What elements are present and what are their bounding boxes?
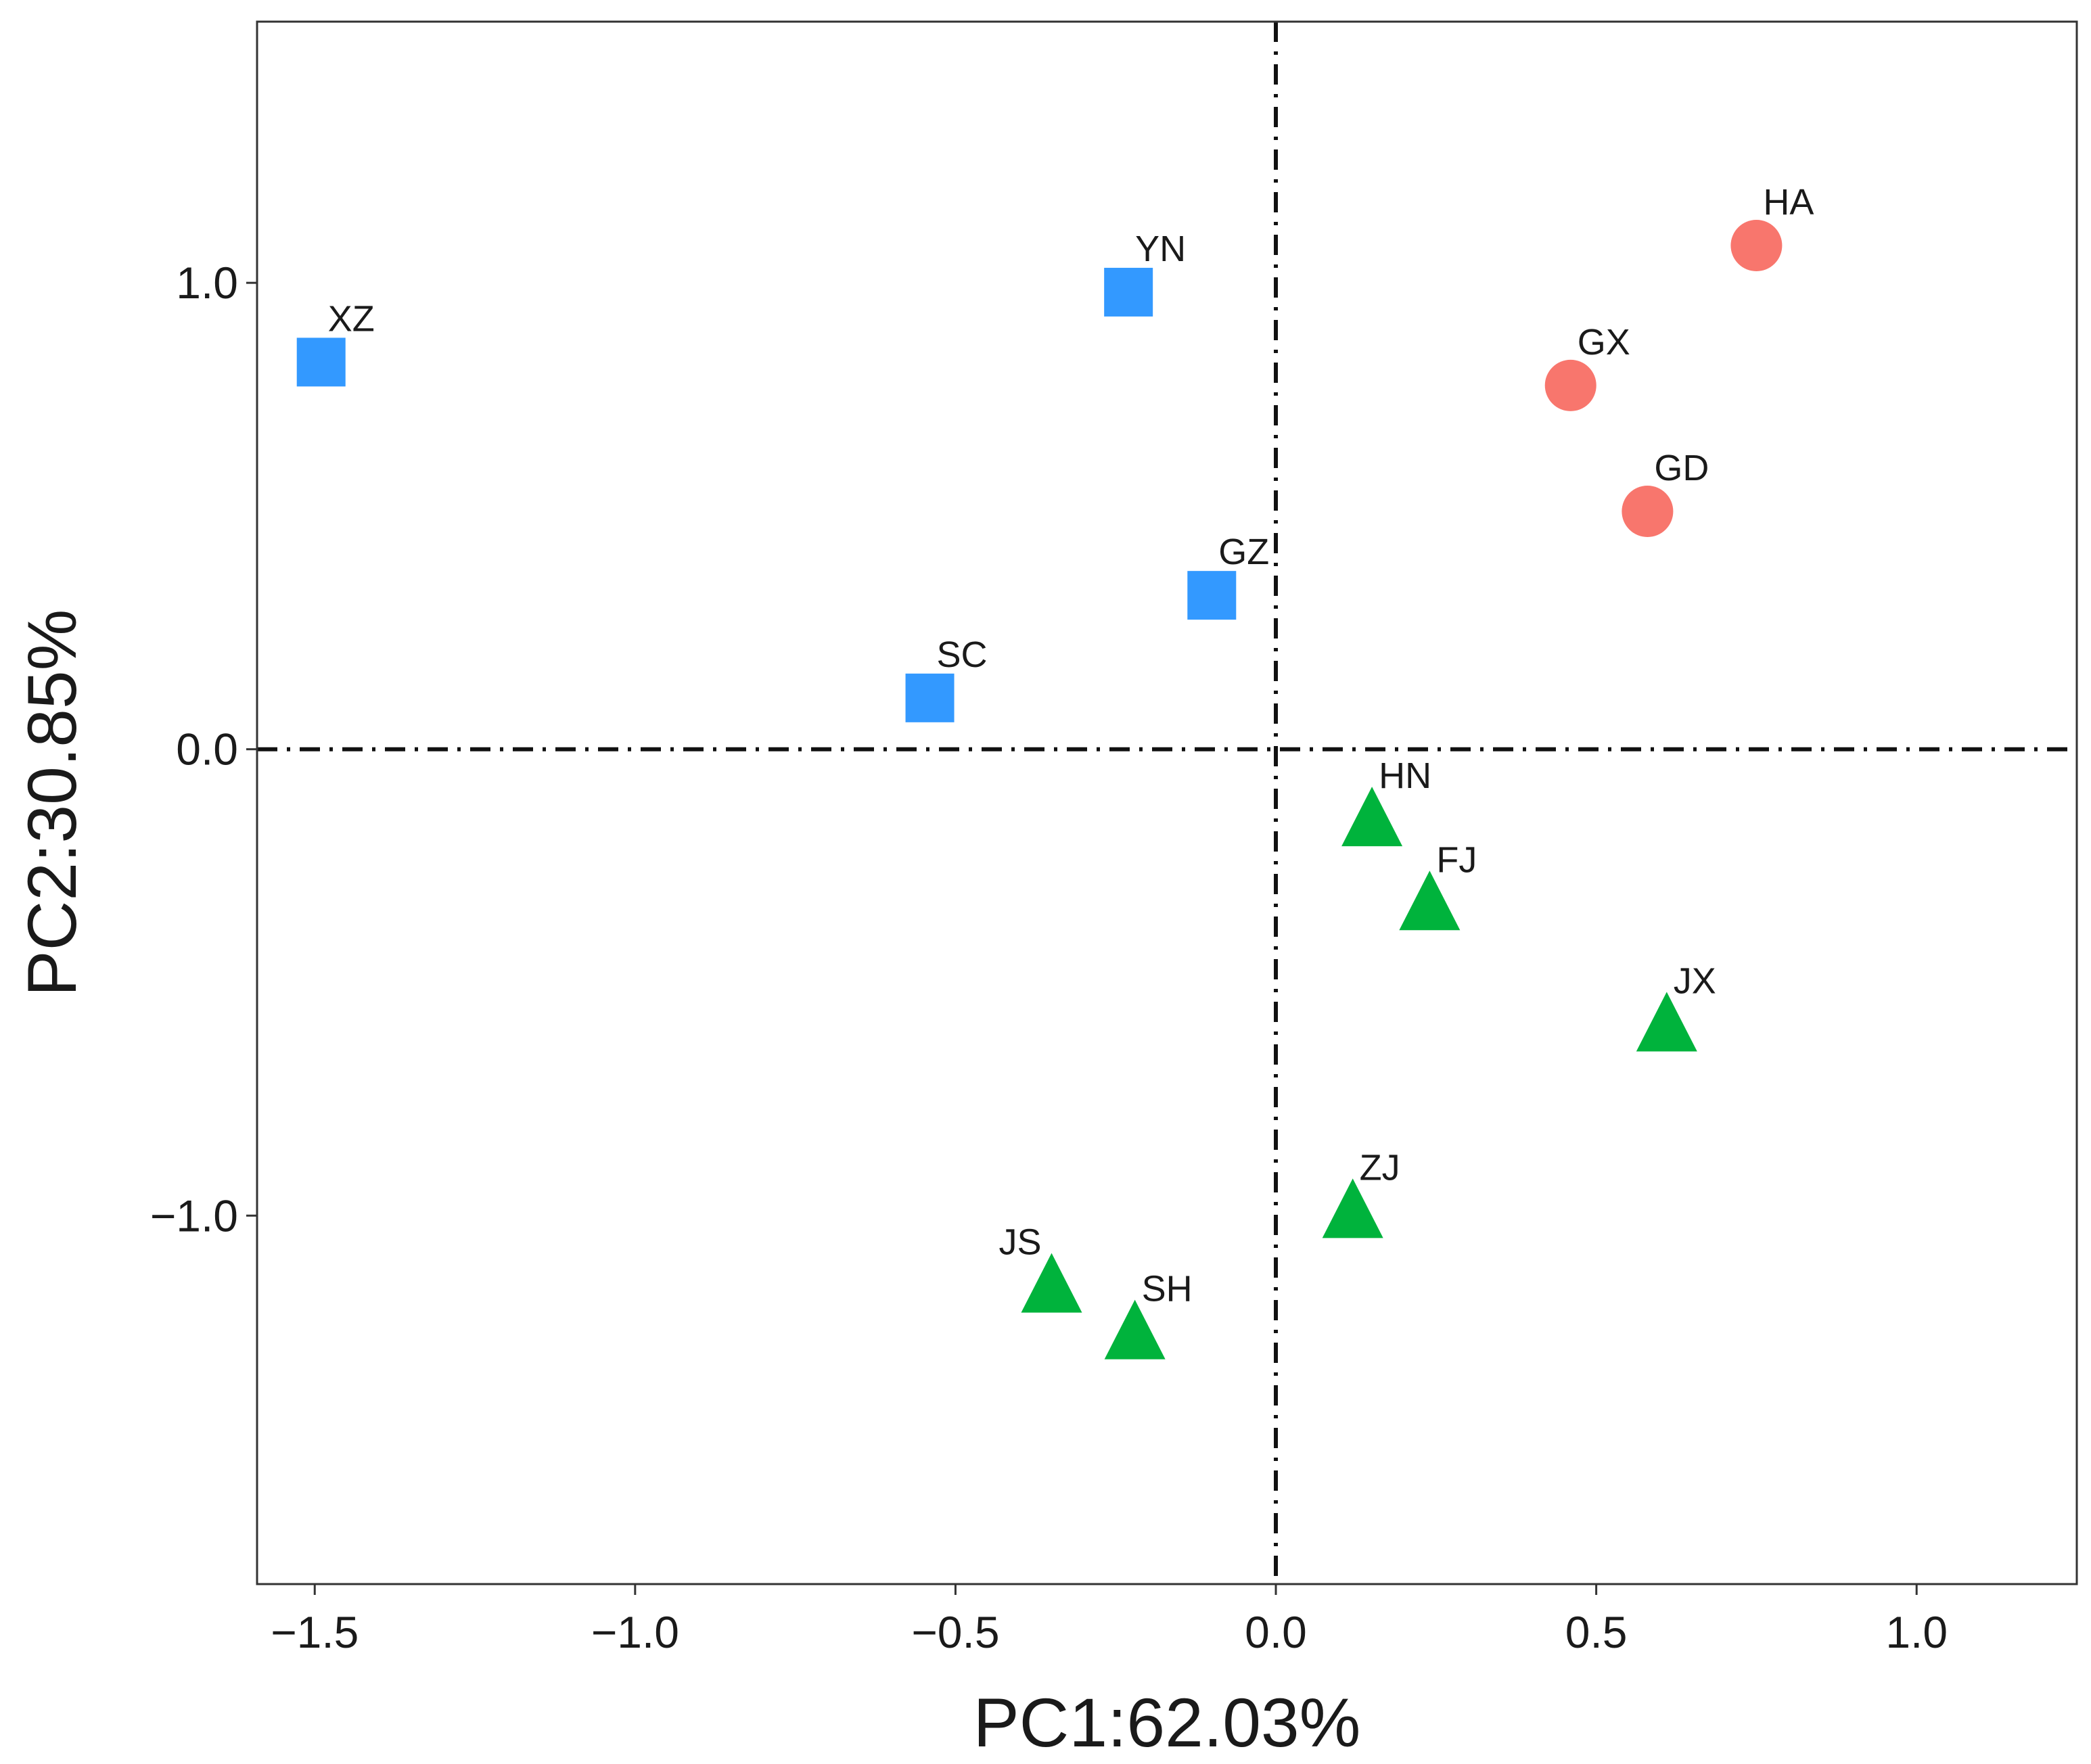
point-sc xyxy=(905,673,955,722)
point-label-gz: GZ xyxy=(1218,532,1269,572)
point-label-xz: XZ xyxy=(328,298,375,339)
x-tick-label: 0.5 xyxy=(1565,1607,1628,1657)
point-sh xyxy=(1104,1299,1166,1360)
point-yn xyxy=(1104,267,1153,317)
y-axis-title: PC2:30.85% xyxy=(14,609,91,997)
point-xz xyxy=(296,338,346,387)
point-labels: HA GX GD XZ YN GZ SC HN FJ JX ZJ JS SH xyxy=(328,182,1814,1309)
point-fj xyxy=(1399,871,1461,931)
point-label-sc: SC xyxy=(937,634,988,675)
plot-panel-border xyxy=(256,20,2078,1585)
point-zj xyxy=(1322,1178,1383,1238)
reference-lines xyxy=(257,22,2077,1584)
point-hn xyxy=(1341,787,1403,847)
y-tick-label: 0.0 xyxy=(176,724,238,774)
x-tick-label: −1.0 xyxy=(591,1607,679,1657)
x-tick-label: −1.5 xyxy=(271,1607,359,1657)
point-label-jx: JX xyxy=(1674,961,1716,1002)
point-label-gx: GX xyxy=(1578,322,1630,363)
x-tick-label: 1.0 xyxy=(1885,1607,1948,1657)
data-points xyxy=(296,219,1783,1360)
point-label-js: JS xyxy=(998,1222,1041,1263)
point-jx xyxy=(1636,992,1697,1052)
y-tick-label: −1.0 xyxy=(150,1190,238,1240)
point-label-sh: SH xyxy=(1142,1269,1193,1309)
x-axis-title: PC1:62.03% xyxy=(973,1684,1361,1761)
point-label-gd: GD xyxy=(1654,448,1709,488)
point-label-zj: ZJ xyxy=(1360,1147,1400,1188)
point-label-yn: YN xyxy=(1135,229,1186,269)
y-tick-label: 1.0 xyxy=(176,258,238,308)
y-axis: −1.0 0.0 1.0 xyxy=(150,258,257,1240)
x-tick-label: 0.0 xyxy=(1245,1607,1307,1657)
point-label-hn: HN xyxy=(1379,756,1431,796)
point-label-fj: FJ xyxy=(1436,839,1477,880)
x-axis: −1.5 −1.0 −0.5 0.0 0.5 1.0 xyxy=(271,1584,1948,1657)
point-js xyxy=(1021,1253,1082,1313)
point-ha xyxy=(1730,219,1783,271)
point-gz xyxy=(1187,571,1237,620)
point-label-ha: HA xyxy=(1763,182,1814,223)
x-tick-label: −0.5 xyxy=(911,1607,999,1657)
point-gx xyxy=(1544,359,1596,411)
point-gd xyxy=(1622,486,1674,538)
